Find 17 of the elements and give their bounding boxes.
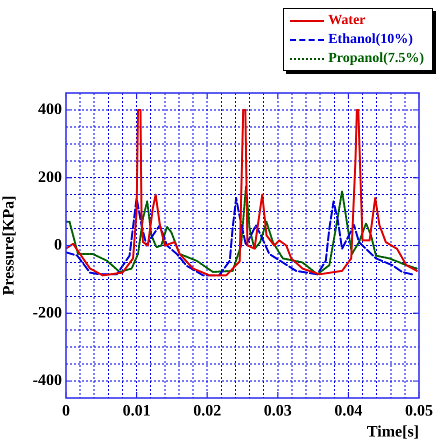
x-tick-label: 0.02 bbox=[193, 402, 222, 420]
x-tick-label: 0.03 bbox=[264, 402, 292, 420]
x-tick-label: 0.01 bbox=[122, 402, 151, 420]
legend-label: Ethanol(10%) bbox=[328, 32, 413, 48]
x-tick-label: 0.05 bbox=[405, 402, 433, 420]
y-tick-label: 0 bbox=[54, 236, 62, 254]
line-series bbox=[66, 197, 413, 276]
line-series bbox=[66, 185, 418, 276]
x-axis-title: Time[s] bbox=[366, 424, 419, 441]
y-axis-title: Pressure[KPa] bbox=[0, 196, 18, 296]
legend-label: Water bbox=[328, 12, 366, 28]
y-tick-label: -200 bbox=[32, 304, 62, 322]
y-tick-label: 400 bbox=[38, 101, 62, 118]
legend-label: Propanol(7.5%) bbox=[328, 50, 424, 66]
y-tick-label: -400 bbox=[32, 372, 62, 390]
y-tick-label: 200 bbox=[38, 168, 62, 186]
x-tick-label: 0.04 bbox=[334, 402, 362, 420]
